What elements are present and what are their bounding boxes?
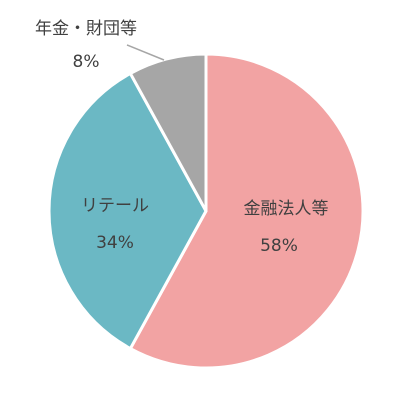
slice-name-label: リテール [81,196,149,216]
leader-line [126,44,165,61]
slice-name-label: 金融法人等 [244,199,329,219]
slice-name-label: 年金・財団等 [35,19,137,39]
pie-slice [128,52,365,370]
pie-slices [47,52,365,370]
pie-slice [128,52,208,213]
slice-value-label: 58% [260,236,298,256]
slice-value-label: 8% [73,52,100,72]
slice-value-label: 34% [96,233,134,253]
